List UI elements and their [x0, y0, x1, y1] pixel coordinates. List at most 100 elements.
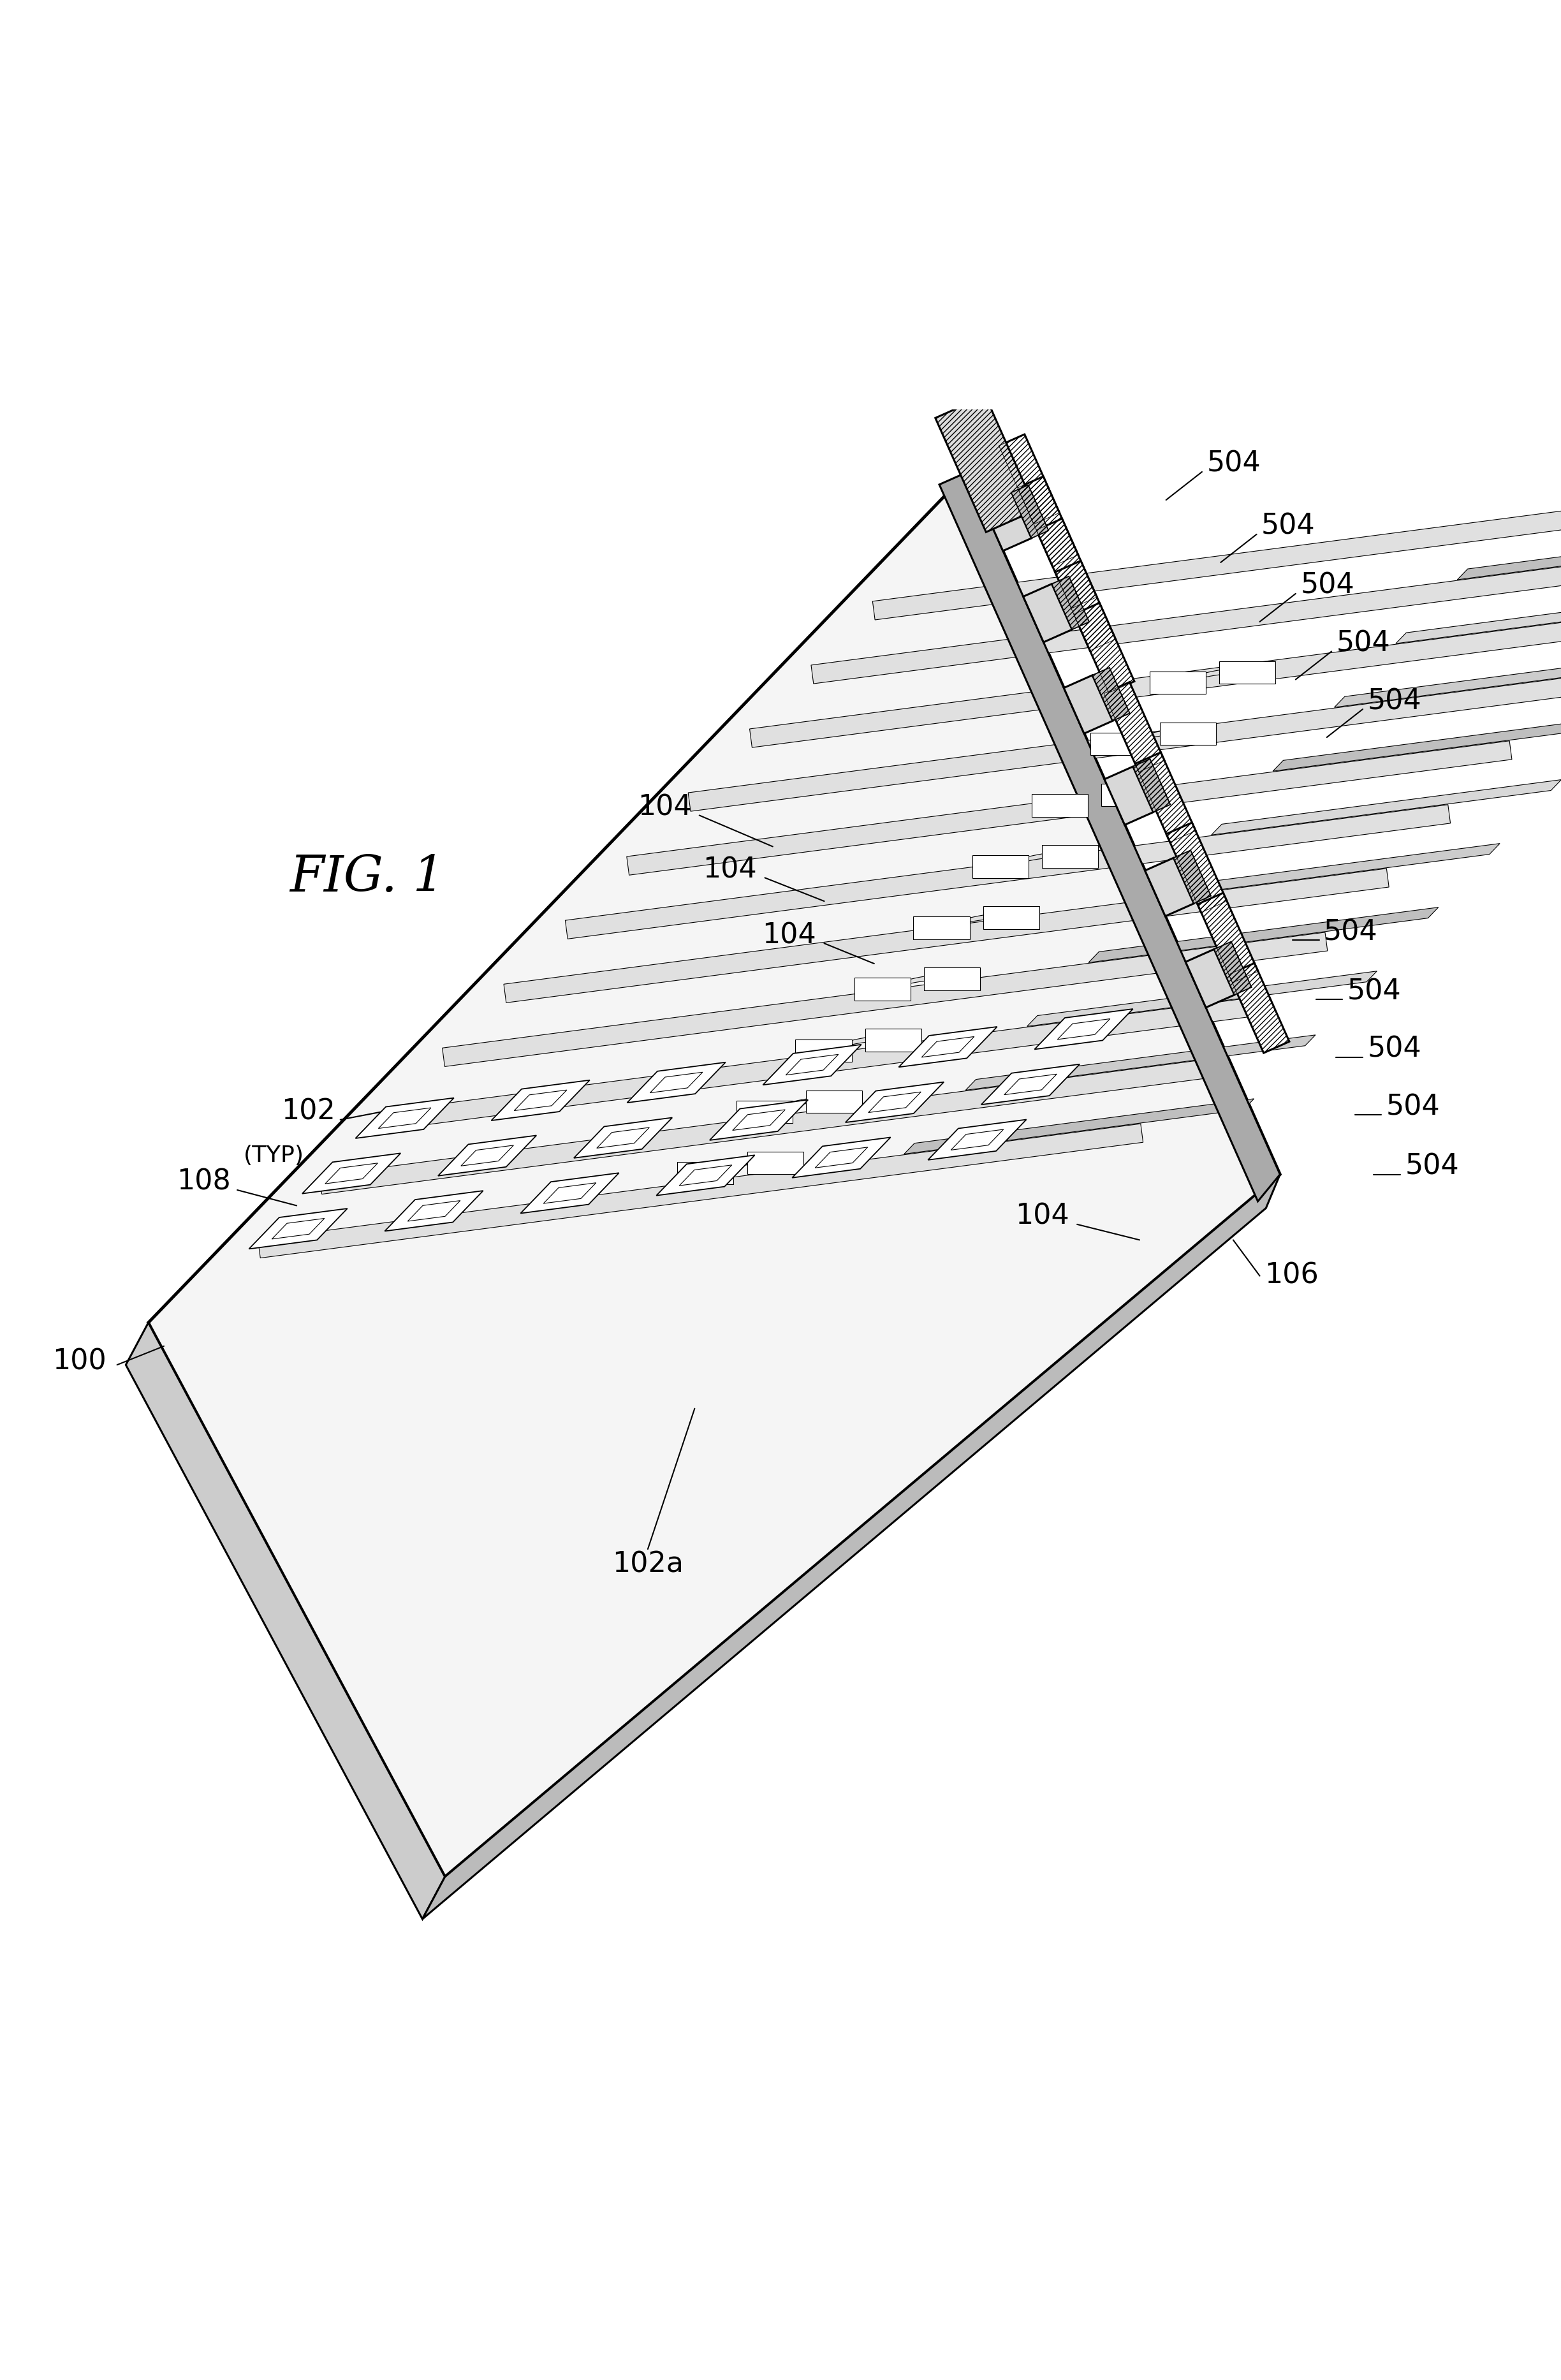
Polygon shape	[1211, 781, 1561, 835]
Polygon shape	[1037, 519, 1097, 609]
Polygon shape	[1105, 766, 1154, 826]
Polygon shape	[1335, 652, 1561, 707]
Polygon shape	[381, 997, 1266, 1130]
Polygon shape	[439, 1135, 537, 1176]
Polygon shape	[873, 486, 1561, 619]
Polygon shape	[1093, 669, 1130, 721]
Polygon shape	[710, 1100, 809, 1140]
Text: 104: 104	[637, 793, 692, 821]
Polygon shape	[442, 933, 1327, 1066]
Polygon shape	[1197, 892, 1258, 983]
Polygon shape	[982, 1064, 1080, 1104]
Text: (TYP): (TYP)	[244, 1145, 304, 1166]
Polygon shape	[504, 869, 1389, 1002]
Polygon shape	[749, 1097, 848, 1119]
Polygon shape	[812, 550, 1561, 683]
Polygon shape	[1214, 942, 1252, 995]
Polygon shape	[854, 978, 910, 1000]
Polygon shape	[999, 433, 1060, 524]
Text: 100: 100	[52, 1347, 106, 1376]
Text: 106: 106	[1264, 1261, 1319, 1290]
Polygon shape	[865, 1028, 921, 1052]
Polygon shape	[258, 1123, 1143, 1259]
Polygon shape	[983, 493, 1032, 550]
Polygon shape	[677, 1161, 734, 1185]
Polygon shape	[1052, 576, 1090, 631]
Polygon shape	[423, 1173, 1280, 1918]
Polygon shape	[1032, 795, 1088, 816]
Text: 104: 104	[1015, 1202, 1069, 1230]
Polygon shape	[796, 1040, 852, 1061]
Polygon shape	[492, 1081, 590, 1121]
Polygon shape	[904, 1100, 1253, 1154]
Polygon shape	[927, 914, 1024, 935]
Text: 504: 504	[1336, 631, 1391, 657]
Text: 504: 504	[1386, 1092, 1441, 1121]
Polygon shape	[1160, 724, 1216, 745]
Polygon shape	[791, 1138, 891, 1178]
Polygon shape	[1101, 783, 1157, 807]
Polygon shape	[690, 1159, 788, 1180]
Polygon shape	[1174, 850, 1211, 904]
Polygon shape	[148, 471, 1280, 1878]
Polygon shape	[1018, 476, 1079, 566]
Polygon shape	[1091, 733, 1147, 754]
Polygon shape	[1104, 683, 1165, 771]
Polygon shape	[973, 854, 1029, 878]
Polygon shape	[1186, 950, 1235, 1007]
Polygon shape	[913, 916, 969, 940]
Polygon shape	[1219, 662, 1275, 683]
Polygon shape	[688, 676, 1561, 812]
Polygon shape	[868, 976, 966, 995]
Polygon shape	[983, 907, 1040, 928]
Polygon shape	[809, 1035, 907, 1057]
Text: 108: 108	[176, 1169, 231, 1195]
Polygon shape	[1074, 602, 1135, 693]
Text: 504: 504	[1300, 571, 1355, 600]
Text: 504: 504	[1367, 688, 1422, 714]
Polygon shape	[248, 1209, 348, 1250]
Polygon shape	[1149, 671, 1205, 695]
Polygon shape	[1146, 857, 1194, 916]
Text: 504: 504	[1324, 919, 1378, 945]
Polygon shape	[384, 1190, 484, 1230]
Text: 102: 102	[281, 1097, 336, 1126]
Polygon shape	[805, 1090, 862, 1114]
Polygon shape	[1012, 486, 1049, 538]
Text: 104: 104	[762, 921, 816, 950]
Polygon shape	[1458, 524, 1561, 581]
Polygon shape	[985, 852, 1083, 873]
Polygon shape	[1055, 562, 1116, 650]
Polygon shape	[748, 1152, 804, 1173]
Text: 504: 504	[1367, 1035, 1422, 1064]
Polygon shape	[320, 1059, 1205, 1195]
Text: 104: 104	[702, 857, 757, 883]
Text: FIG. 1: FIG. 1	[289, 854, 445, 902]
Polygon shape	[737, 1100, 793, 1123]
Polygon shape	[520, 1173, 620, 1214]
Polygon shape	[935, 395, 1037, 533]
Polygon shape	[303, 1154, 401, 1195]
Polygon shape	[656, 1154, 756, 1195]
Polygon shape	[1166, 823, 1227, 912]
Polygon shape	[1044, 790, 1143, 812]
Polygon shape	[1163, 669, 1261, 690]
Polygon shape	[924, 969, 980, 990]
Polygon shape	[1024, 583, 1072, 643]
Polygon shape	[1229, 964, 1289, 1052]
Polygon shape	[565, 804, 1450, 940]
Text: 504: 504	[1261, 512, 1316, 540]
Polygon shape	[626, 740, 1513, 876]
Polygon shape	[1396, 588, 1561, 643]
Polygon shape	[1035, 1009, 1133, 1050]
Polygon shape	[1027, 971, 1377, 1026]
Polygon shape	[574, 1119, 673, 1159]
Polygon shape	[940, 471, 1280, 1202]
Polygon shape	[1065, 676, 1113, 733]
Polygon shape	[846, 1083, 944, 1123]
Text: 504: 504	[1207, 450, 1261, 478]
Polygon shape	[1133, 759, 1171, 812]
Text: 102a: 102a	[612, 1552, 684, 1578]
Polygon shape	[763, 1045, 862, 1085]
Polygon shape	[1088, 907, 1438, 962]
